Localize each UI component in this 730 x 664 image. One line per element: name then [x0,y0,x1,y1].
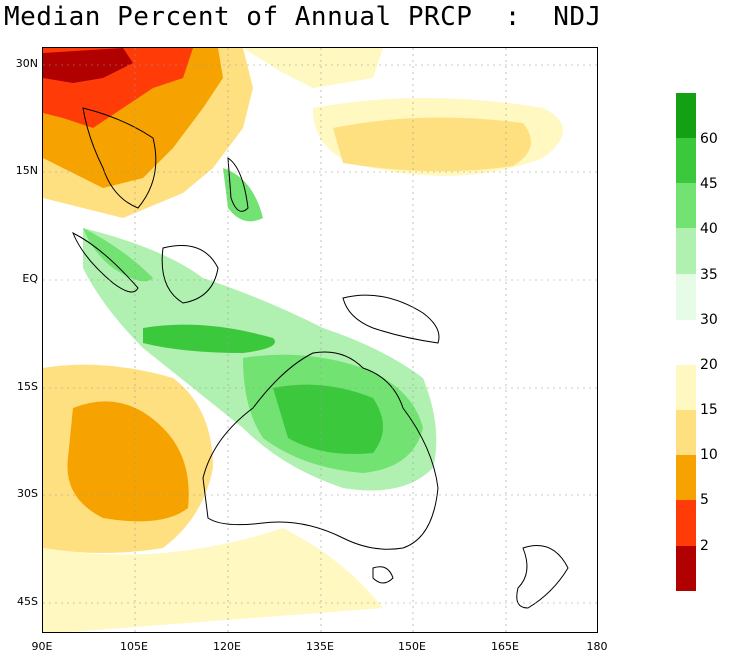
colorbar-label-30: 30 [700,312,718,328]
wet-region-philippines [223,168,263,222]
map-title: Median Percent of Annual PRCP : NDJ [4,2,602,32]
lat-label-15n: 15N [15,164,38,177]
lon-label-135e: 135E [306,640,334,653]
coastlines [72,107,569,609]
colorbar-dry-5 [676,500,696,546]
colorbar-label-10: 10 [700,447,718,463]
tasmania-outline [372,566,394,584]
dry-region-south [43,528,383,632]
lon-label-165e: 165E [491,640,519,653]
dry-region-indian-ocean-core [67,401,189,522]
colorbar-label-15: 15 [700,402,718,418]
lon-label-90e: 90E [31,640,53,653]
dry-regions [43,48,563,632]
graticule [43,48,597,632]
dry-region-pacific-core [333,117,531,172]
colorbar-wet-45 [676,138,696,183]
borneo-outline [161,245,219,304]
colorbar-label-20: 20 [700,357,718,373]
colorbar-dry-15 [676,410,696,455]
colorbar-label-2: 2 [700,538,709,554]
wet-regions [83,168,437,491]
philippines-outline [227,157,249,212]
colorbar-label-35: 35 [700,267,718,283]
colorbar-wet-60 [676,93,696,138]
map-panel[interactable] [42,47,598,633]
wet-region-australia-core [273,384,383,454]
lat-label-45s: 45S [17,595,38,608]
lon-label-150e: 150E [398,640,426,653]
lon-label-180: 180 [586,640,608,653]
colorbar-wet-40 [676,183,696,228]
lat-label-30n: 30N [15,57,38,70]
lat-label-15s: 15S [17,380,38,393]
colorbar-dry-2 [676,546,696,591]
dry-region-mainland-extreme [43,48,133,83]
colorbar-wet-30 [676,274,696,320]
sumatra-outline [72,231,139,293]
precip-map [43,48,597,632]
wet-region-java-sea [143,324,275,353]
indochina-outline [82,107,157,209]
colorbar-dry-10 [676,455,696,500]
colorbar-label-5: 5 [700,492,709,508]
lon-label-105e: 105E [120,640,148,653]
colorbar-label-40: 40 [700,221,718,237]
dry-region-north-pacific [243,48,383,88]
australia-outline [202,351,439,550]
colorbar-label-45: 45 [700,176,718,192]
colorbar-wet-35 [676,228,696,274]
lat-label-30s: 30S [17,487,38,500]
new-guinea-outline [342,294,440,344]
lon-label-120e: 120E [213,640,241,653]
wet-region-sumatra [83,228,153,282]
colorbar-label-60: 60 [700,131,718,147]
lat-label-eq: EQ [22,272,38,285]
colorbar-dry-20 [676,365,696,410]
new-zealand-outline [516,545,569,609]
